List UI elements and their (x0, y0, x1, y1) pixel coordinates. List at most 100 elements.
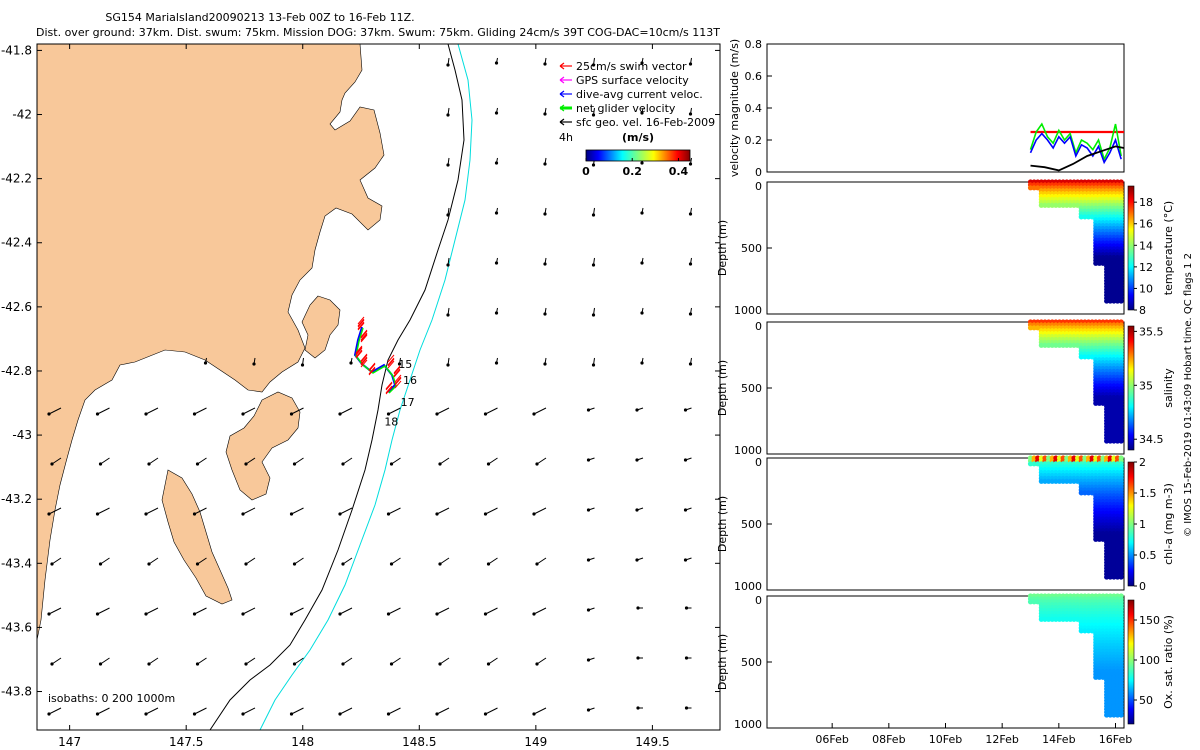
profile-dot (1114, 298, 1121, 304)
velocity-arrow (291, 407, 304, 415)
map-y-tick-label: -43.2 (1, 492, 32, 506)
profile-dot (1042, 342, 1048, 348)
day-label: 17 (401, 396, 415, 409)
velocity-arrow-head (98, 662, 103, 666)
profile-dot (1104, 438, 1110, 444)
velocity-arrow (339, 507, 353, 515)
velocity-arrow (51, 457, 62, 465)
profile-dot (1093, 260, 1099, 266)
swim-vector (368, 363, 376, 372)
velocity-arrow (436, 507, 450, 515)
profile-y-tick-label: 0 (755, 594, 762, 607)
velocity-arrow-head (486, 662, 491, 666)
velocity-arrow-head (195, 462, 200, 466)
velocity-arrow (391, 557, 401, 565)
velocity-arrow-head (586, 658, 591, 662)
profile-dot (1064, 202, 1070, 208)
profile-dot (1035, 461, 1041, 467)
profile-dot (1053, 342, 1059, 348)
profile-y-tick-label: 500 (741, 382, 762, 395)
velocity-arrow (342, 557, 353, 565)
profile-dot (1042, 478, 1048, 484)
profile-dot (1031, 599, 1037, 605)
swim-vector (387, 358, 395, 367)
swim-vector (360, 330, 368, 339)
velocity-arrow (436, 407, 450, 415)
profile-dot (1067, 342, 1073, 348)
velocity-arrow-head (244, 562, 248, 566)
island-maria (301, 295, 341, 359)
profile-dot (1082, 354, 1088, 360)
velocity-arrow-head (95, 412, 100, 416)
velocity-arrow (391, 457, 401, 465)
profile-dot (1056, 342, 1063, 348)
velocity-arrow-head (349, 361, 353, 365)
profile-dot (1071, 342, 1077, 348)
velocity-arrow-head (338, 512, 342, 516)
velocity-arrow-head (640, 111, 644, 115)
velocity-arrow-head (47, 412, 51, 416)
swim-vector (360, 359, 368, 368)
swim-vector (357, 318, 365, 327)
profile-dot (1071, 202, 1077, 208)
velocity-arrow-head (446, 63, 450, 67)
velocity-arrow-head (636, 656, 640, 660)
map-colorbar-tick-label: 0.4 (669, 165, 689, 178)
profile-dot (1118, 298, 1124, 304)
velocity-arrow-head (341, 662, 345, 666)
profile-dot (1046, 202, 1052, 208)
map-colorbar-tick-label: 0 (582, 165, 590, 178)
velocity-arrow (148, 457, 159, 465)
velocity-arrow-head (591, 213, 596, 217)
colorbar-tick-label: 10 (1139, 282, 1153, 295)
velocity-arrow (100, 457, 110, 465)
profile-dot (1046, 616, 1052, 622)
swim-vector (385, 382, 393, 391)
colorbar-tick-label: 35.5 (1139, 325, 1164, 338)
velocity-arrow (242, 607, 256, 615)
velocity-arrow (197, 557, 207, 565)
swim-vector (357, 322, 365, 331)
velocity-arrow-head (95, 512, 100, 516)
velocity-arrow-head (640, 311, 644, 315)
swim-vector (393, 369, 401, 378)
colorbar-tick-label: 14 (1139, 239, 1153, 252)
profile-dot (1060, 478, 1066, 484)
velocity-arrow (51, 657, 62, 665)
velocity-arrow (245, 557, 256, 565)
velocity-arrow-head (688, 362, 693, 366)
velocity-y-tick-label: 0.6 (745, 70, 763, 83)
swim-vector (385, 386, 393, 395)
velocity-arrow-head (203, 361, 208, 365)
velocity-series-dac (1029, 132, 1122, 165)
map-x-tick-label: 148 (291, 735, 314, 749)
velocity-arrow-head (635, 558, 639, 562)
velocity-arrow-head (386, 612, 391, 616)
velocity-arrow-head (684, 706, 689, 710)
date-tick-label: 14Feb (1042, 733, 1075, 746)
day-label: 18 (384, 415, 398, 428)
map-colorbar-label: (m/s) (622, 131, 654, 144)
legend-label: sfc geo. vel. 16-Feb-2009 (576, 116, 715, 129)
profile-dot (1096, 260, 1103, 266)
velocity-arrow-head (483, 612, 488, 616)
velocity-series-net (1029, 122, 1122, 162)
map-x-tick-label: 148.5 (402, 735, 436, 749)
profile-dot (1111, 298, 1117, 304)
velocity-arrow (100, 657, 110, 665)
velocity-arrow-head (386, 512, 391, 516)
profile-dot (1111, 438, 1117, 444)
swim-vector (357, 319, 365, 328)
velocity-arrow (242, 507, 256, 515)
velocity-arrow (242, 407, 256, 415)
profile-dot (1038, 202, 1044, 208)
velocity-arrow-head (192, 512, 197, 516)
velocity-arrow-head (389, 662, 394, 666)
velocity-arrow-head (494, 311, 499, 315)
velocity-arrow-head (543, 262, 547, 266)
velocity-arrow (485, 407, 498, 415)
swim-vector (360, 356, 368, 365)
velocity-arrow-head (435, 712, 439, 716)
